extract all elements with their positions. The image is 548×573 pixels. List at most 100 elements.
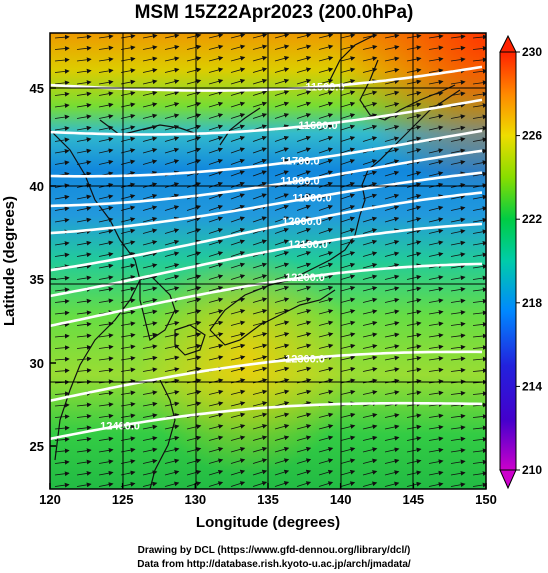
y-tick-label: 25 — [30, 439, 44, 454]
wind-arrow — [296, 181, 311, 188]
wind-arrow — [230, 181, 245, 188]
wind-arrow — [142, 367, 158, 373]
wind-arrow — [362, 182, 378, 188]
wind-arrow — [76, 68, 92, 74]
wind-arrow — [230, 136, 246, 142]
y-tick-label: 30 — [30, 356, 44, 371]
wind-arrow — [384, 458, 400, 464]
wind-arrow — [318, 113, 334, 119]
wind-arrow — [76, 448, 92, 453]
wind-arrow — [428, 252, 444, 257]
wind-arrow — [428, 470, 444, 476]
wind-arrow — [428, 56, 444, 62]
wind-arrow — [98, 402, 114, 408]
wind-arrow — [428, 367, 444, 373]
wind-arrow — [428, 34, 444, 39]
wind-arrow — [54, 46, 70, 51]
wind-arrow — [450, 229, 466, 234]
wind-arrow — [208, 33, 224, 39]
contour-label: 12200.0 — [285, 272, 325, 284]
wind-arrow — [142, 344, 158, 350]
wind-arrow — [406, 148, 422, 154]
wind-arrow — [318, 309, 334, 315]
wind-arrow — [164, 481, 180, 487]
wind-arrow — [186, 274, 202, 280]
wind-arrow — [98, 194, 114, 200]
wind-arrow — [164, 182, 180, 188]
wind-arrow — [340, 366, 356, 372]
wind-arrow — [318, 147, 333, 154]
wind-arrow — [76, 45, 92, 51]
wind-arrow — [164, 435, 180, 441]
wind-arrow — [472, 448, 486, 454]
wind-arrow — [274, 285, 290, 292]
wind-arrow — [472, 103, 486, 108]
wind-arrow — [318, 274, 334, 280]
wind-arrow — [450, 287, 466, 292]
wind-arrow — [274, 216, 289, 223]
wind-arrow — [428, 45, 444, 51]
wind-arrow — [164, 136, 180, 142]
wind-arrow — [384, 367, 400, 372]
contour-label: 11800.0 — [280, 176, 319, 188]
wind-arrow — [296, 227, 311, 234]
wind-arrow — [384, 56, 400, 62]
contour-label: 12400.0 — [100, 421, 140, 433]
wind-arrow — [450, 263, 466, 269]
colorbar-bottom-triangle — [499, 469, 517, 490]
wind-arrow — [472, 333, 486, 339]
wind-arrow — [98, 45, 114, 51]
wind-arrow — [296, 251, 312, 257]
wind-arrow — [142, 401, 158, 407]
wind-arrow — [164, 124, 180, 131]
wind-arrow — [252, 101, 268, 108]
wind-arrow — [472, 436, 486, 442]
wind-arrow — [450, 137, 466, 142]
wind-arrow — [54, 217, 70, 223]
wind-arrow — [98, 298, 114, 304]
wind-arrow — [54, 126, 70, 131]
wind-arrow — [296, 78, 312, 85]
wind-arrow — [164, 332, 180, 338]
wind-arrow — [142, 56, 158, 62]
wind-arrow — [406, 228, 422, 234]
wind-arrow — [54, 482, 70, 488]
wind-arrow — [362, 435, 378, 441]
wind-arrow — [472, 114, 486, 120]
wind-arrow — [428, 447, 444, 453]
wind-arrow — [318, 458, 334, 464]
wind-arrow — [98, 344, 114, 350]
wind-arrow — [208, 424, 224, 430]
colorbar-tick-label: 210 — [522, 463, 542, 477]
x-tick-label: 125 — [112, 492, 134, 507]
wind-arrow — [406, 367, 422, 373]
wind-arrow — [252, 343, 268, 349]
wind-arrow — [296, 147, 311, 154]
wind-arrow — [274, 170, 289, 177]
wind-arrow — [340, 90, 356, 96]
wind-arrow — [76, 413, 92, 419]
wind-arrow — [76, 298, 92, 304]
wind-arrow — [428, 159, 444, 165]
wind-arrow — [142, 321, 158, 326]
wind-arrow — [230, 113, 246, 119]
wind-arrow — [472, 206, 486, 211]
wind-arrow — [296, 332, 312, 338]
wind-arrow — [164, 44, 180, 50]
wind-arrow — [54, 57, 70, 63]
contour-label: 11600.0 — [298, 120, 337, 132]
wind-arrow — [252, 44, 268, 50]
wind-arrow — [54, 160, 70, 166]
wind-arrow — [384, 136, 400, 142]
y-tick-label: 40 — [30, 179, 44, 194]
wind-arrow — [406, 194, 422, 200]
wind-arrow — [406, 321, 422, 326]
contour-label: 11700.0 — [280, 156, 319, 168]
wind-arrow — [406, 79, 422, 85]
wind-arrow — [76, 114, 92, 120]
wind-arrow — [406, 102, 422, 108]
wind-arrow — [406, 355, 422, 361]
contour-label: 12100.0 — [288, 239, 328, 251]
wind-arrow — [428, 436, 444, 442]
wind-arrow — [274, 239, 290, 246]
